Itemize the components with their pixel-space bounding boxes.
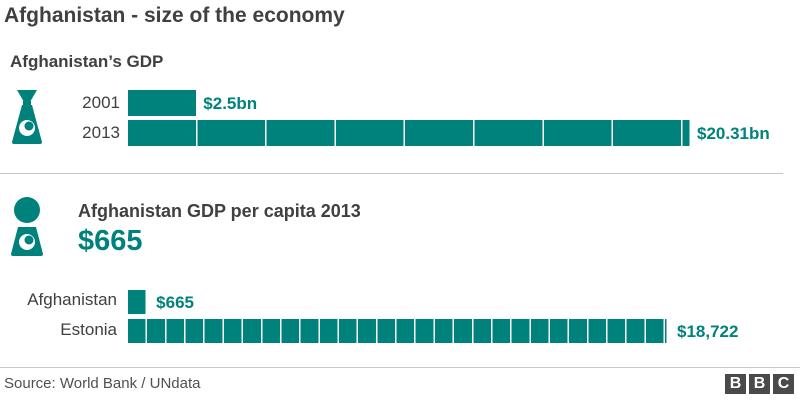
bar-segment [335,120,404,146]
gdp-value-label: $20.31bn [697,124,770,143]
bar-segment [147,319,165,343]
bar-segment [243,319,261,343]
bar-segment [300,319,319,343]
gdp-value-label: $2.5bn [203,94,257,113]
bar-segment [128,290,146,314]
bar-segment [223,319,242,343]
bar-segment [405,120,473,146]
per-capita-value-label: $665 [156,293,194,312]
bar-segment [549,319,568,343]
bar-segment [474,120,543,146]
bbc-logo-letter: B [749,374,770,394]
section-divider [0,173,783,174]
money-bag-icon [12,90,42,144]
bar-segment [454,319,472,343]
bar-segment [266,120,335,146]
bar-segment [434,319,453,343]
bar-segment [197,120,266,146]
bar-segment [262,319,280,343]
bar-segment [645,319,664,343]
bar-segment [415,319,434,343]
bbc-logo-letter: B [725,374,746,394]
bar-segment [281,319,300,343]
per-capita-row-label-estonia: Estonia [60,320,117,339]
person-icon [11,197,43,256]
bar-segment [128,319,146,343]
bar-segment [319,319,338,343]
bar-segment [128,120,196,146]
bar-segment [682,120,690,146]
bar-segment [569,319,587,343]
per-capita-bar-estonia [128,319,667,343]
per-capita-bar-afghanistan [128,290,146,314]
source-note: Source: World Bank / UNdata [4,375,201,392]
bar-segment [396,319,415,343]
bar-segment [511,319,530,343]
bar-segment [204,319,223,343]
bbc-logo-letter: C [773,374,794,394]
bar-segment [492,319,511,343]
gdp-row-label-2013: 2013 [82,123,120,142]
gdp-bar-2001 [128,90,196,116]
gdp-bar-2013 [128,120,690,146]
per-capita-value-label: $18,722 [677,322,738,341]
bbc-logo: B B C [725,374,794,394]
bar-segment [530,319,549,343]
bar-segment [377,319,396,343]
bar-segment [613,120,681,146]
bar-segment [626,319,645,343]
per-capita-row-label-afghanistan: Afghanistan [27,290,117,309]
chart-title: Afghanistan - size of the economy [4,4,345,27]
bar-segment [166,319,185,343]
bar-segment [185,319,204,343]
gdp-chart-title: Afghanistan’s GDP [10,52,164,71]
bar-segment [128,90,196,116]
bar-segment [338,319,357,343]
per-capita-title: Afghanistan GDP per capita 2013 [78,201,361,221]
per-capita-headline-value: $665 [78,225,143,257]
bar-segment [358,319,376,343]
bar-segment [543,120,612,146]
gdp-row-label-2001: 2001 [82,93,120,112]
footer-divider [0,367,800,368]
bar-segment [473,319,491,343]
bar-segment [607,319,626,343]
bar-segment [665,319,667,343]
bar-segment [588,319,607,343]
